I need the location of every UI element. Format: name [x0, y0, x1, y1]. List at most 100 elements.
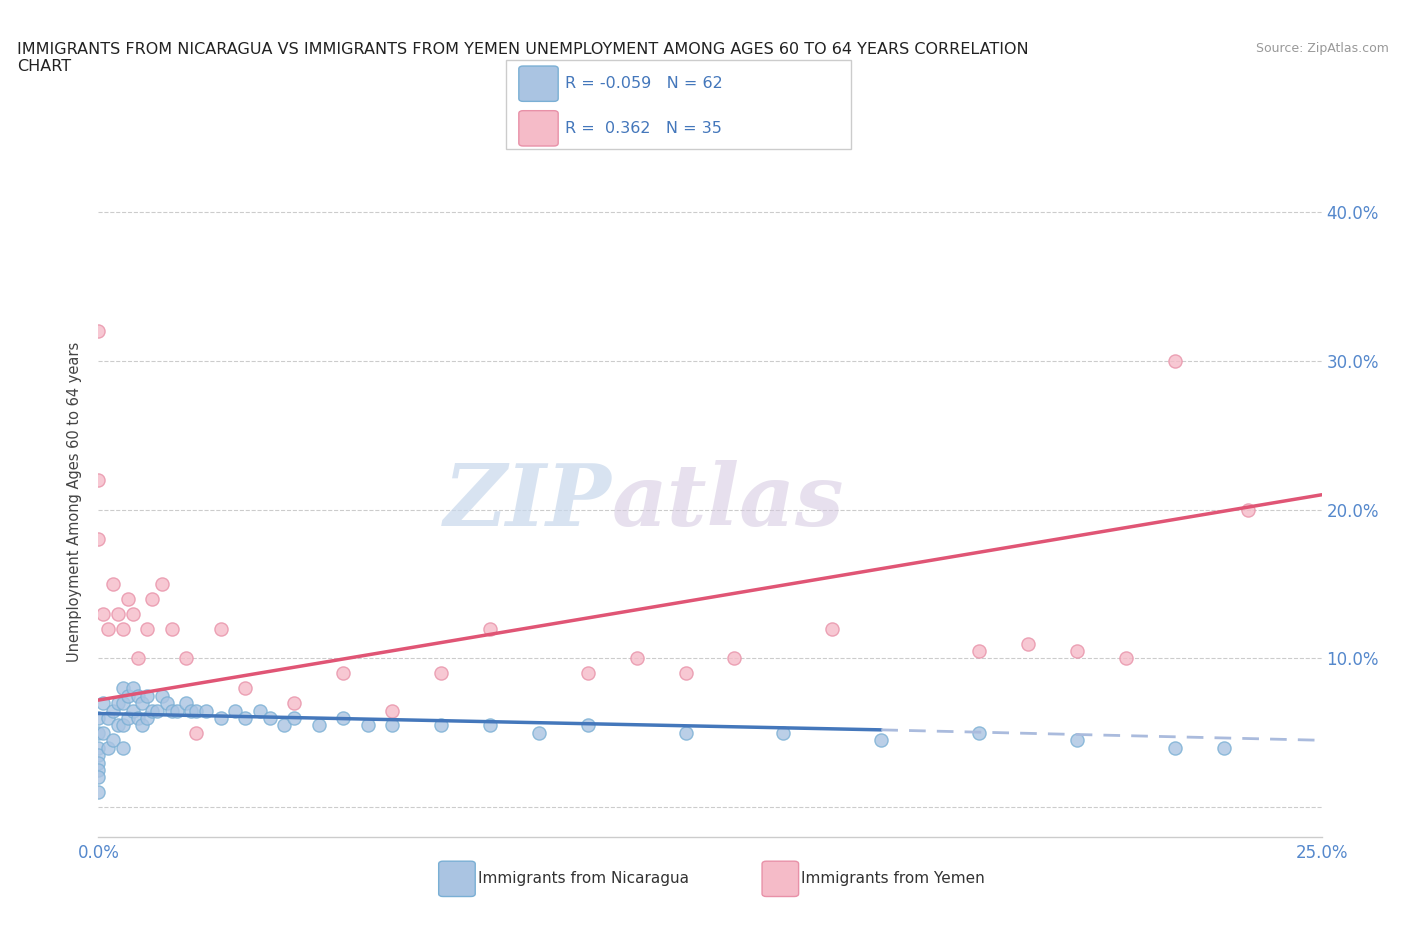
- Point: [160, 703, 183, 718]
- Point: [146, 703, 169, 718]
- Point: [136, 711, 159, 725]
- Point: [111, 621, 134, 636]
- Point: [87, 763, 110, 777]
- Point: [576, 718, 599, 733]
- Text: R = -0.059   N = 62: R = -0.059 N = 62: [565, 76, 723, 91]
- Point: [870, 733, 893, 748]
- Point: [1164, 353, 1187, 368]
- Point: [136, 621, 159, 636]
- Text: Immigrants from Yemen: Immigrants from Yemen: [801, 871, 986, 886]
- Point: [101, 577, 124, 591]
- Point: [87, 472, 110, 487]
- Point: [87, 785, 110, 800]
- Point: [97, 711, 120, 725]
- Point: [283, 711, 305, 725]
- Point: [381, 703, 404, 718]
- Point: [1212, 740, 1234, 755]
- Point: [101, 703, 124, 718]
- Point: [723, 651, 745, 666]
- Point: [121, 703, 143, 718]
- Point: [967, 725, 990, 740]
- Point: [1066, 733, 1088, 748]
- Text: ZIP: ZIP: [444, 460, 612, 544]
- Point: [111, 696, 134, 711]
- Point: [87, 324, 110, 339]
- Point: [195, 703, 218, 718]
- Point: [101, 733, 124, 748]
- Point: [675, 725, 697, 740]
- Point: [430, 666, 453, 681]
- Point: [111, 681, 134, 696]
- Point: [87, 532, 110, 547]
- Point: [156, 696, 179, 711]
- Point: [117, 688, 139, 703]
- Point: [478, 718, 501, 733]
- Point: [160, 621, 183, 636]
- Point: [576, 666, 599, 681]
- Point: [176, 651, 198, 666]
- Point: [127, 651, 149, 666]
- Point: [107, 718, 129, 733]
- Point: [1066, 644, 1088, 658]
- Point: [91, 725, 114, 740]
- Point: [176, 696, 198, 711]
- Point: [356, 718, 378, 733]
- Point: [332, 666, 354, 681]
- Point: [233, 681, 256, 696]
- Point: [87, 748, 110, 763]
- Point: [772, 725, 794, 740]
- Text: Immigrants from Nicaragua: Immigrants from Nicaragua: [478, 871, 689, 886]
- Point: [209, 711, 232, 725]
- Point: [150, 688, 173, 703]
- Point: [273, 718, 295, 733]
- Point: [1017, 636, 1039, 651]
- Point: [131, 696, 153, 711]
- Point: [1237, 502, 1260, 517]
- Point: [141, 703, 163, 718]
- Point: [381, 718, 404, 733]
- Point: [166, 703, 188, 718]
- Point: [224, 703, 246, 718]
- Point: [131, 718, 153, 733]
- Point: [186, 725, 208, 740]
- Point: [87, 725, 110, 740]
- Point: [111, 740, 134, 755]
- Point: [527, 725, 550, 740]
- Point: [87, 770, 110, 785]
- Point: [283, 696, 305, 711]
- Point: [117, 711, 139, 725]
- Point: [186, 703, 208, 718]
- Point: [259, 711, 281, 725]
- Point: [626, 651, 648, 666]
- Point: [675, 666, 697, 681]
- Point: [249, 703, 271, 718]
- Point: [821, 621, 844, 636]
- Point: [97, 740, 120, 755]
- Y-axis label: Unemployment Among Ages 60 to 64 years: Unemployment Among Ages 60 to 64 years: [67, 342, 83, 662]
- Point: [111, 718, 134, 733]
- Point: [308, 718, 330, 733]
- Point: [332, 711, 354, 725]
- Point: [87, 740, 110, 755]
- Point: [121, 606, 143, 621]
- Point: [87, 755, 110, 770]
- Point: [1115, 651, 1137, 666]
- Point: [91, 606, 114, 621]
- Point: [107, 696, 129, 711]
- Point: [150, 577, 173, 591]
- Point: [136, 688, 159, 703]
- Point: [97, 621, 120, 636]
- Point: [91, 696, 114, 711]
- Point: [127, 688, 149, 703]
- Point: [180, 703, 202, 718]
- Text: R =  0.362   N = 35: R = 0.362 N = 35: [565, 121, 723, 136]
- Point: [478, 621, 501, 636]
- Point: [233, 711, 256, 725]
- Point: [117, 591, 139, 606]
- Point: [107, 606, 129, 621]
- Point: [1164, 740, 1187, 755]
- Point: [430, 718, 453, 733]
- Text: atlas: atlas: [612, 460, 845, 544]
- Point: [209, 621, 232, 636]
- Point: [967, 644, 990, 658]
